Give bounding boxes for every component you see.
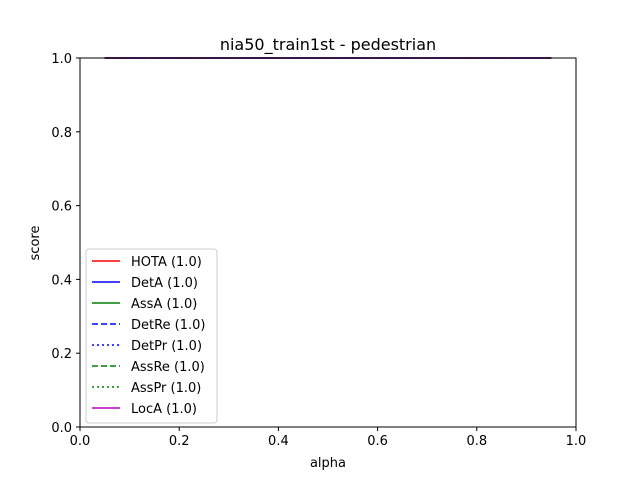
legend-label: DetPr (1.0) <box>131 339 202 354</box>
y-tick-label: 0.8 <box>51 126 72 141</box>
legend-label: AssRe (1.0) <box>131 360 205 375</box>
x-tick-label: 0.0 <box>70 434 91 449</box>
legend-label: AssA (1.0) <box>131 297 197 312</box>
y-tick-label: 0.2 <box>51 347 72 362</box>
plot-frame <box>79 57 577 428</box>
chart-title: nia50_train1st - pedestrian <box>220 35 436 55</box>
legend: HOTA (1.0) DetA (1.0) AssA (1.0) DetRe (1.0… <box>85 248 218 424</box>
legend-label: DetRe (1.0) <box>131 318 206 333</box>
x-tick-label: 0.4 <box>268 434 289 449</box>
y-tick-label: 0.0 <box>51 421 72 436</box>
x-axis: 0.0 0.2 0.4 0.6 0.8 1.0 <box>70 427 587 449</box>
legend-label: HOTA (1.0) <box>131 255 202 270</box>
legend-label: AssPr (1.0) <box>131 381 201 396</box>
y-axis-title: score <box>28 226 43 261</box>
y-axis: 0.0 0.2 0.4 0.6 0.8 1.0 <box>51 52 80 436</box>
legend-box <box>85 248 218 424</box>
x-tick-label: 0.6 <box>367 434 388 449</box>
y-tick-label: 1.0 <box>51 52 72 67</box>
x-axis-title: alpha <box>310 456 346 471</box>
x-tick-label: 0.8 <box>466 434 487 449</box>
legend-label: DetA (1.0) <box>131 276 198 291</box>
x-tick-label: 0.2 <box>169 434 190 449</box>
y-tick-label: 0.4 <box>51 273 72 288</box>
y-tick-label: 0.6 <box>51 200 72 215</box>
x-tick-label: 1.0 <box>566 434 587 449</box>
legend-label: LocA (1.0) <box>131 402 197 417</box>
